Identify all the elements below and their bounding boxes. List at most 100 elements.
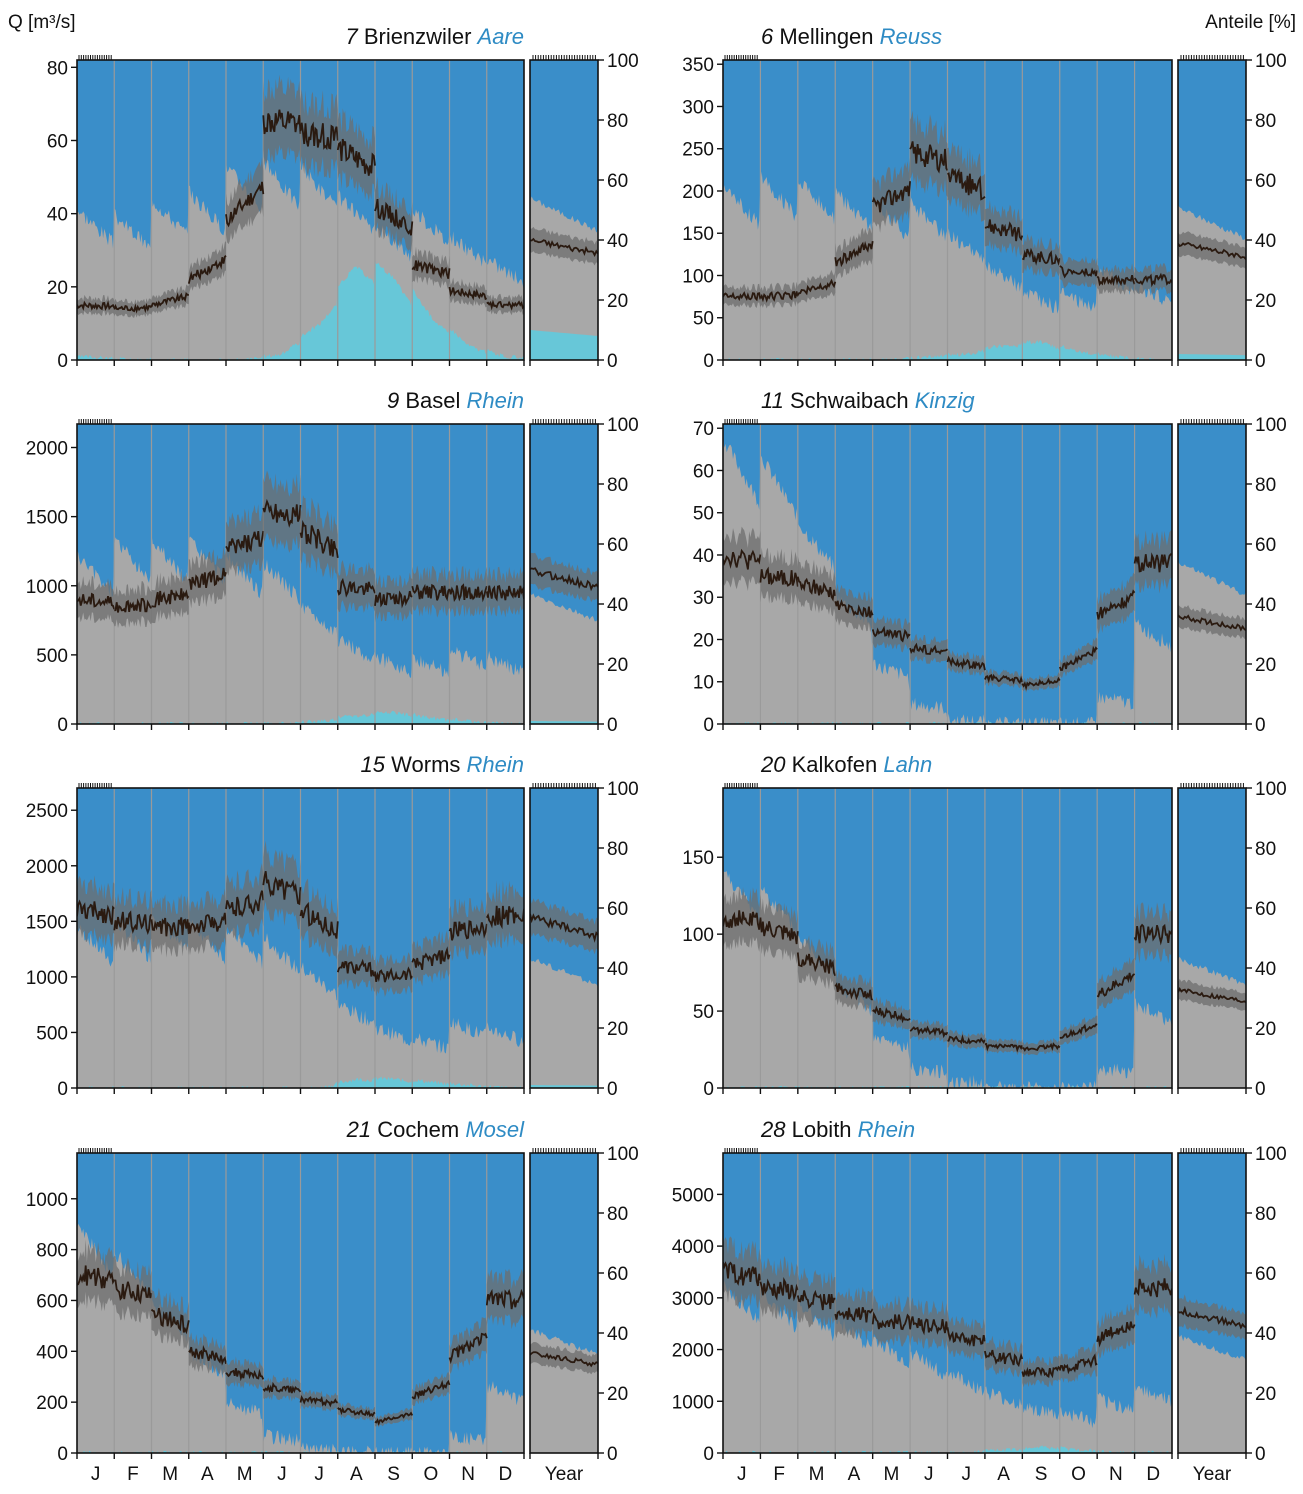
right-y-tick-label: 80 <box>1255 1204 1276 1225</box>
discharge-line <box>151 588 190 608</box>
panel-brienzwiler: 0 20 40 60 80 0 20 40 60 80 100 7 Brienzwiler Aare <box>47 24 639 372</box>
discharge-line <box>1096 1321 1136 1348</box>
station-number: 21 <box>346 1117 378 1142</box>
discharge-band <box>188 888 226 956</box>
discharge-line <box>1133 272 1172 288</box>
discharge-line <box>759 566 799 587</box>
discharge-band <box>263 840 301 930</box>
right-y-tick-label: 0 <box>607 1444 618 1465</box>
year-discharge-line <box>1178 986 1246 1004</box>
right-y-tick-label: 40 <box>607 959 628 980</box>
left-y-tick-label: 0 <box>57 715 68 736</box>
right-y-tick-label: 20 <box>1255 655 1276 676</box>
discharge-line <box>262 1381 302 1394</box>
right-y-tick-label: 100 <box>607 1144 639 1165</box>
left-y-tick-label: 500 <box>36 646 68 667</box>
discharge-line <box>797 278 837 296</box>
discharge-line <box>299 1394 338 1408</box>
right-y-tick-label: 80 <box>1255 111 1276 132</box>
left-y-tick-label: 10 <box>693 673 714 694</box>
left-y-tick-label: 150 <box>682 224 714 245</box>
discharge-line <box>1022 247 1061 266</box>
month-label-8: S <box>1035 1464 1048 1485</box>
month-label-5: J <box>277 1464 287 1485</box>
year-discharge-line <box>1178 242 1246 260</box>
discharge-line <box>448 583 488 603</box>
discharge-line <box>485 585 524 602</box>
right-y-tick-label: 20 <box>607 1384 628 1405</box>
month-label-1: F <box>127 1464 139 1485</box>
right-y-tick-label: 100 <box>607 51 639 72</box>
month-label-9: O <box>423 1464 438 1485</box>
right-y-tick-label: 40 <box>607 231 628 252</box>
left-y-tick-label: 50 <box>693 1002 714 1023</box>
discharge-band <box>872 996 911 1030</box>
left-y-tick-label: 40 <box>693 546 714 567</box>
discharge-line <box>77 300 116 312</box>
year-plot <box>530 424 598 724</box>
month-label-8: S <box>387 1464 400 1485</box>
discharge-line <box>225 181 265 228</box>
left-y-tick-label: 0 <box>57 1079 68 1100</box>
panel-mellingen: 0 50 100 150 200 250 300 350 0 20 40 60 80 100 6 Melli… <box>682 24 1286 372</box>
discharge-line <box>1022 1042 1061 1052</box>
year-plot <box>1178 424 1246 724</box>
discharge-line <box>187 255 227 284</box>
discharge-line <box>114 597 153 613</box>
month-label-3: A <box>848 1464 861 1485</box>
discharge-band <box>375 176 413 253</box>
month-label-11: D <box>499 1464 513 1485</box>
right-y-tick-label: 20 <box>1255 1384 1276 1405</box>
month-label-2: M <box>809 1464 825 1485</box>
discharge-band <box>723 526 761 591</box>
discharge-line <box>77 899 115 925</box>
left-y-tick-label: 600 <box>36 1291 68 1312</box>
year-discharge-line <box>530 1351 598 1368</box>
discharge-line <box>225 890 265 918</box>
panel-schwaibach: 0 10 20 30 40 50 60 70 0 20 40 60 80 100 11 Schwaibach… <box>693 388 1287 736</box>
panel-basel: 0 500 1000 1500 2000 0 20 40 60 80 100 9 Basel Rhei… <box>26 388 639 736</box>
monthly-plot <box>723 1153 1172 1453</box>
discharge-band <box>872 156 911 233</box>
left-y-tick-label: 0 <box>703 1079 714 1100</box>
year-label: Year <box>1193 1464 1232 1485</box>
year-plot <box>530 788 598 1088</box>
right-y-tick-label: 60 <box>607 899 628 920</box>
right-y-tick-label: 80 <box>607 839 628 860</box>
month-label-0: J <box>737 1464 747 1485</box>
monthly-plot <box>723 60 1172 360</box>
year-snow-share-area <box>530 592 598 724</box>
panel-title: 28 Lobith Rhein <box>760 1117 915 1142</box>
right-y-tick-label: 20 <box>1255 291 1276 312</box>
discharge-band <box>226 157 264 245</box>
discharge-line <box>374 966 414 983</box>
station-number: 15 <box>361 752 392 777</box>
left-y-tick-label: 150 <box>682 848 714 869</box>
month-label-4: M <box>883 1464 899 1485</box>
panel-cochem: 0 200 400 600 800 1000 0 20 40 60 80 100 J F M A M J J A S O N… <box>26 1117 639 1485</box>
discharge-line <box>909 1316 949 1336</box>
discharge-band <box>760 893 798 965</box>
right-y-tick-label: 60 <box>607 171 628 192</box>
discharge-line <box>448 286 488 301</box>
station-number: 9 <box>387 388 405 413</box>
discharge-line <box>411 259 451 280</box>
right-y-tick-label: 40 <box>1255 231 1276 252</box>
discharge-line <box>946 1327 986 1347</box>
monthly-plot <box>77 60 524 360</box>
left-y-tick-label: 1000 <box>26 577 68 598</box>
discharge-line <box>909 1025 949 1039</box>
discharge-line <box>946 655 986 671</box>
panel-worms: 0 500 1000 1500 2000 2500 0 20 40 60 80 100 15 Worms… <box>26 752 639 1100</box>
discharge-line <box>984 1349 1024 1368</box>
month-label-7: A <box>997 1464 1010 1485</box>
discharge-band <box>760 281 798 309</box>
discharge-line <box>984 1043 1024 1053</box>
left-y-tick-label: 1500 <box>26 508 68 529</box>
year-discharge-line <box>530 913 598 943</box>
discharge-line <box>909 141 949 174</box>
discharge-band <box>947 1029 985 1050</box>
year-discharge-band <box>1178 604 1246 640</box>
station-name: Cochem <box>377 1117 465 1142</box>
discharge-line <box>759 1276 799 1302</box>
